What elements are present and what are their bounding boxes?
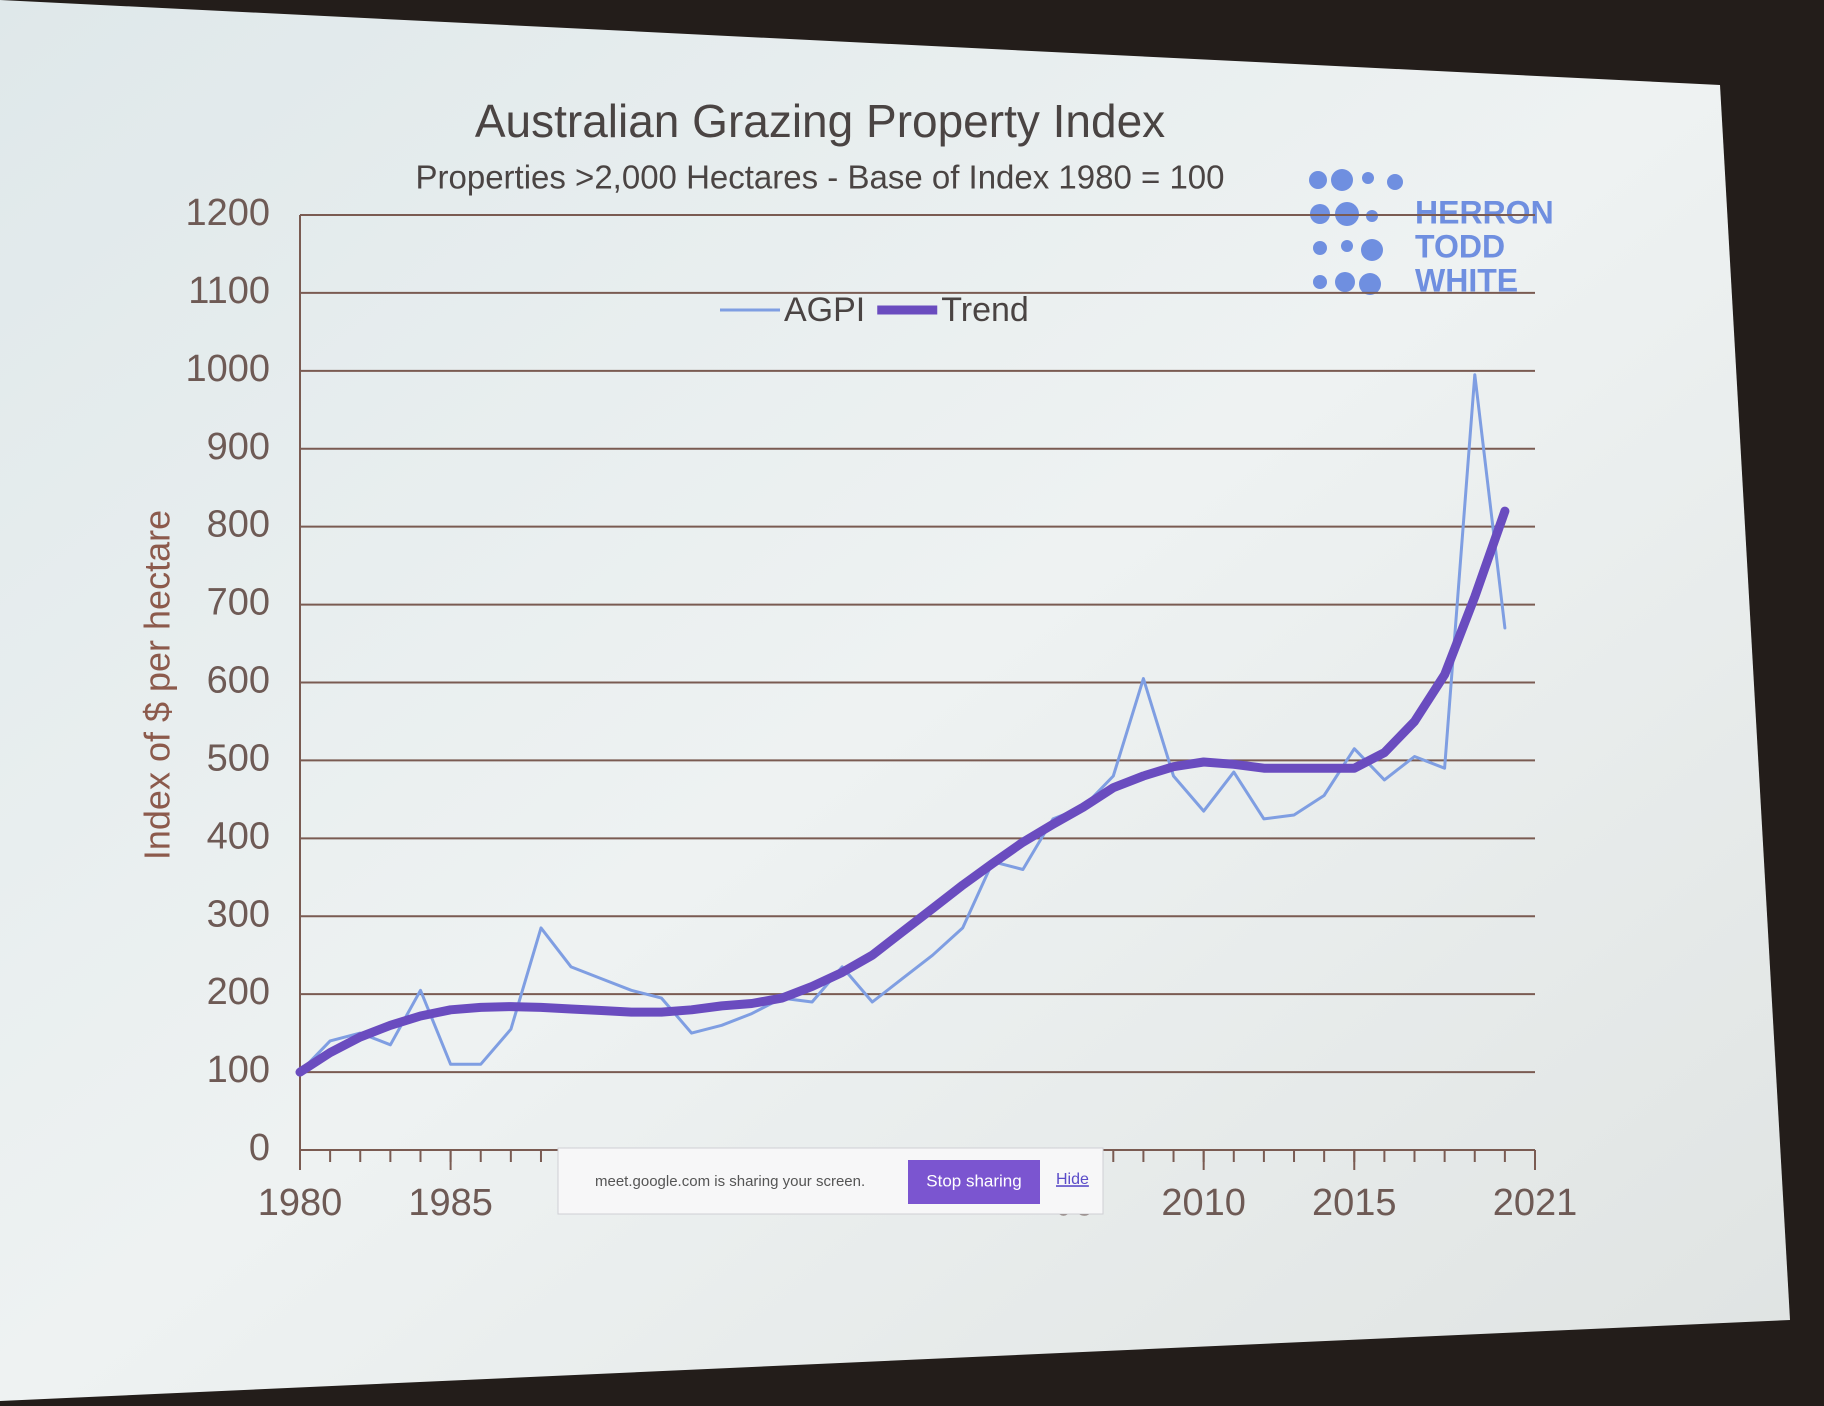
- slide: [0, 0, 1790, 1401]
- x-tick-label: 1985: [408, 1182, 493, 1224]
- hide-link[interactable]: Hide: [1056, 1171, 1089, 1188]
- logo-text: TODD: [1415, 228, 1505, 264]
- series-line: [298, 373, 1507, 1074]
- x-tick-label: 2015: [1312, 1182, 1397, 1224]
- y-tick-label: 0: [249, 1127, 270, 1169]
- y-axis-label: Index of $ per hectare: [137, 510, 178, 860]
- y-tick-label: 900: [207, 426, 270, 468]
- series-line: [295, 506, 1510, 1077]
- stop-sharing-button[interactable]: Stop sharing: [908, 1160, 1040, 1204]
- x-tick-label: 2021: [1493, 1182, 1578, 1224]
- y-tick-label: 1200: [185, 192, 270, 234]
- x-tick-label: 2010: [1161, 1182, 1246, 1224]
- chart-title: Australian Grazing Property Index: [475, 95, 1165, 147]
- y-tick-label: 100: [207, 1049, 270, 1091]
- y-tick-label: 300: [207, 893, 270, 935]
- legend-label: Trend: [941, 291, 1029, 329]
- stop-sharing-label: Stop sharing: [926, 1171, 1021, 1190]
- y-tick-label: 400: [207, 815, 270, 857]
- logo-text: HERRON: [1415, 194, 1554, 230]
- y-tick-label: 200: [207, 971, 270, 1013]
- y-tick-label: 700: [207, 582, 270, 624]
- y-tick-label: 600: [207, 660, 270, 702]
- y-tick-label: 800: [207, 504, 270, 546]
- legend-label: AGPI: [784, 291, 865, 329]
- share-message: meet.google.com is sharing your screen.: [595, 1173, 865, 1190]
- y-tick-label: 1000: [185, 348, 270, 390]
- chart-subtitle: Properties >2,000 Hectares - Base of Ind…: [415, 159, 1224, 196]
- share-banner: meet.google.com is sharing your screen. S…: [557, 1147, 1104, 1215]
- y-tick-label: 1100: [188, 270, 270, 312]
- y-tick-label: 500: [207, 737, 270, 779]
- x-tick-label: 1980: [258, 1182, 343, 1224]
- stop-sharing-bg: [908, 1160, 1040, 1204]
